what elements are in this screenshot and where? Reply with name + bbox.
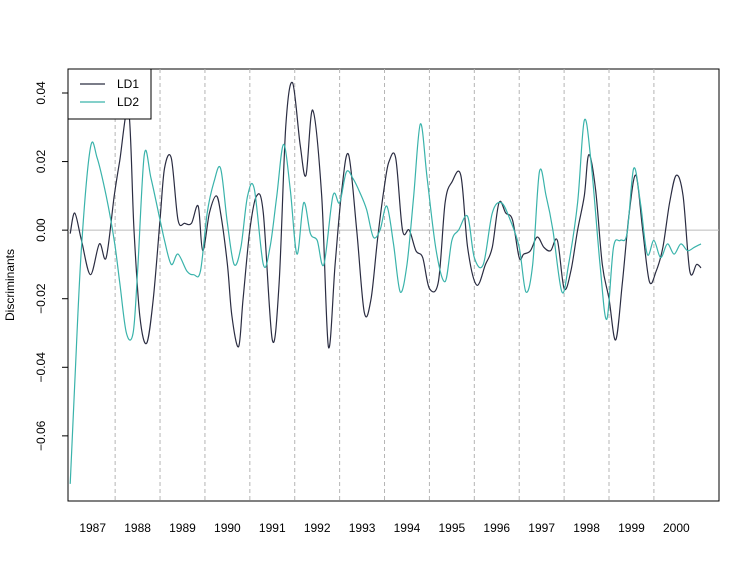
x-tick-label: 1989 bbox=[169, 521, 196, 535]
x-tick-label: 1993 bbox=[349, 521, 376, 535]
legend-box bbox=[67, 68, 152, 120]
plot-frame bbox=[67, 68, 720, 502]
vertical-guide-lines bbox=[114, 69, 655, 501]
y-tick-label: 0.02 bbox=[34, 150, 48, 174]
series-lines bbox=[69, 81, 702, 484]
x-axis: 1987 1988 1989 1990 1991 1992 1993 1994 1995 1996… bbox=[79, 521, 690, 535]
y-axis: −0.06 −0.04 −0.02 0.00 0.02 0.04 bbox=[34, 81, 68, 451]
x-tick-label: 1999 bbox=[618, 521, 645, 535]
y-tick-label: −0.04 bbox=[34, 352, 48, 383]
x-tick-label: 1996 bbox=[483, 521, 510, 535]
x-tick-label: 1998 bbox=[573, 521, 600, 535]
x-tick-label: 1995 bbox=[439, 521, 466, 535]
x-tick-label: 1988 bbox=[124, 521, 151, 535]
series-line-ld1 bbox=[69, 81, 702, 349]
y-tick-label: 0.00 bbox=[34, 218, 48, 242]
y-tick-label: −0.02 bbox=[34, 283, 48, 314]
x-tick-label: 1997 bbox=[528, 521, 555, 535]
y-tick-label: −0.06 bbox=[34, 420, 48, 451]
x-tick-label: 1991 bbox=[259, 521, 286, 535]
plot-area-group bbox=[67, 68, 720, 502]
x-tick-label: 1990 bbox=[214, 521, 241, 535]
legend-label-ld1: LD1 bbox=[117, 77, 139, 91]
legend: LD1 LD2 bbox=[67, 68, 152, 120]
series-line-ld2 bbox=[69, 118, 702, 484]
x-tick-label: 1992 bbox=[304, 521, 331, 535]
legend-label-ld2: LD2 bbox=[117, 95, 139, 109]
x-tick-label: 1994 bbox=[394, 521, 421, 535]
x-tick-label: 1987 bbox=[79, 521, 106, 535]
y-axis-label: Discriminants bbox=[3, 249, 17, 321]
y-tick-label: 0.04 bbox=[34, 81, 48, 105]
x-tick-label: 2000 bbox=[663, 521, 690, 535]
